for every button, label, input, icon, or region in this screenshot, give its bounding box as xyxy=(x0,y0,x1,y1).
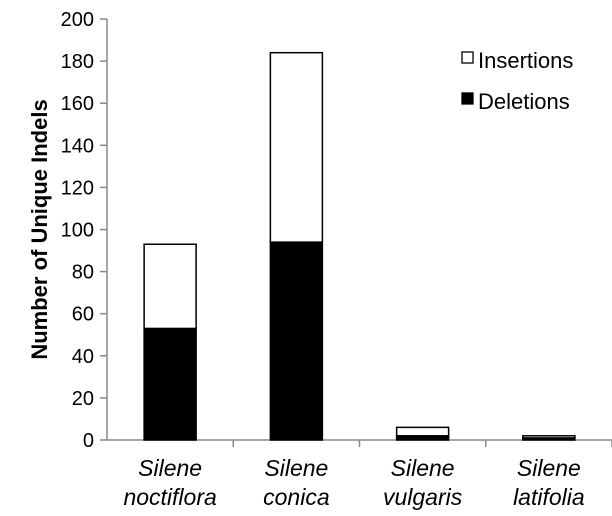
legend-swatch-insertions xyxy=(461,51,474,64)
bars xyxy=(143,51,576,441)
y-tick-label: 20 xyxy=(72,388,94,410)
bar-deletions xyxy=(143,327,197,441)
y-tick-label: 0 xyxy=(83,430,94,452)
bar-insertions xyxy=(395,426,450,437)
category-label-line: Silene xyxy=(138,455,202,481)
y-tick-label: 160 xyxy=(61,93,94,115)
y-tick-label: 40 xyxy=(72,346,94,368)
category-label-line: Silene xyxy=(391,455,455,481)
category-label: Silene latifolia xyxy=(513,455,585,510)
category-label-line: vulgaris xyxy=(383,484,463,510)
bar-insertions xyxy=(143,243,197,330)
legend: Insertions Deletions xyxy=(461,48,573,114)
y-tick-label: 100 xyxy=(61,220,94,242)
category-label: Silene noctiflora xyxy=(123,455,216,510)
y-tick-label: 180 xyxy=(61,51,94,73)
legend-label-deletions: Deletions xyxy=(478,89,570,114)
legend-label-insertions: Insertions xyxy=(478,48,573,73)
y-tick-label: 200 xyxy=(61,9,94,31)
category-label-line: Silene xyxy=(264,455,328,481)
y-ticks: 0 20 40 60 80 100 120 140 160 180 200 xyxy=(61,9,107,452)
y-tick-label: 80 xyxy=(72,262,94,284)
category-label-line: conica xyxy=(263,484,329,510)
bar-deletions xyxy=(269,241,324,441)
category-label-line: latifolia xyxy=(513,484,585,510)
category-label-line: noctiflora xyxy=(123,484,216,510)
y-axis-title-group: Number of Unique Indels xyxy=(27,99,52,359)
category-label-line: Silene xyxy=(517,455,581,481)
bar-insertions xyxy=(522,435,576,439)
category-labels: Silene noctiflora Silene conica Silene vulgar… xyxy=(123,440,612,510)
category-label: Silene vulgaris xyxy=(383,455,463,510)
category-label: Silene conica xyxy=(263,455,329,510)
legend-swatch-deletions xyxy=(461,92,474,105)
y-tick-label: 120 xyxy=(61,177,94,199)
y-tick-label: 140 xyxy=(61,135,94,157)
y-axis-title: Number of Unique Indels xyxy=(27,99,52,359)
y-tick-label: 60 xyxy=(72,304,94,326)
bar-insertions xyxy=(269,51,324,243)
